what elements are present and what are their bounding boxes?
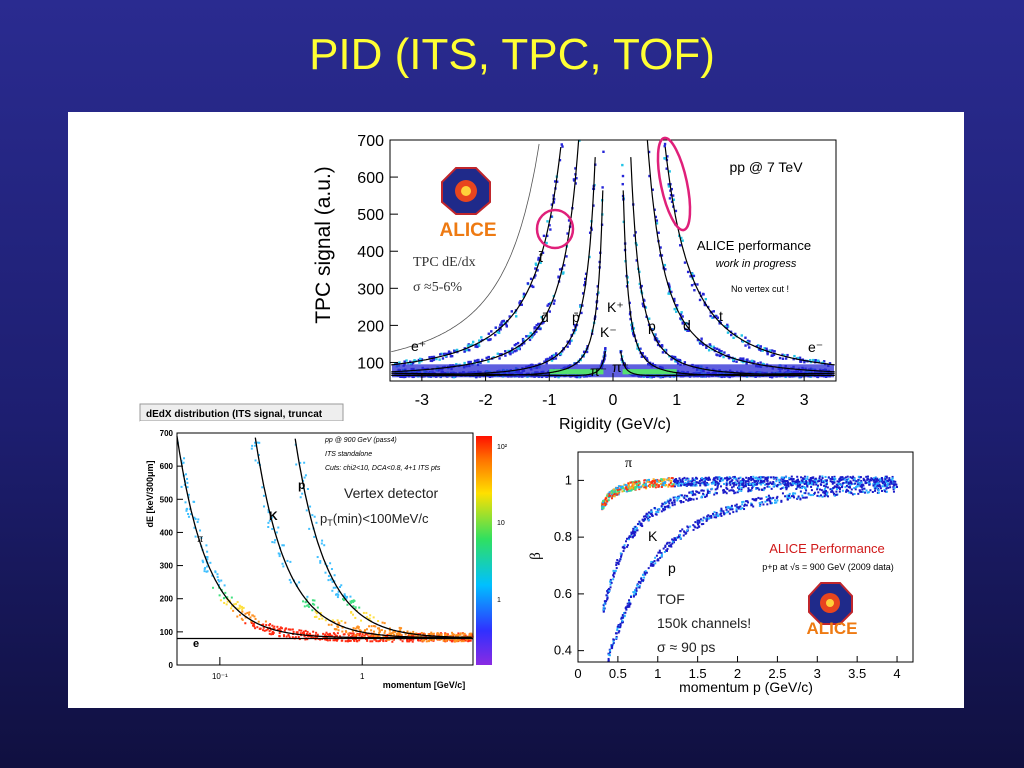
content-panel xyxy=(68,112,964,708)
slide-title: PID (ITS, TPC, TOF) xyxy=(309,30,715,79)
